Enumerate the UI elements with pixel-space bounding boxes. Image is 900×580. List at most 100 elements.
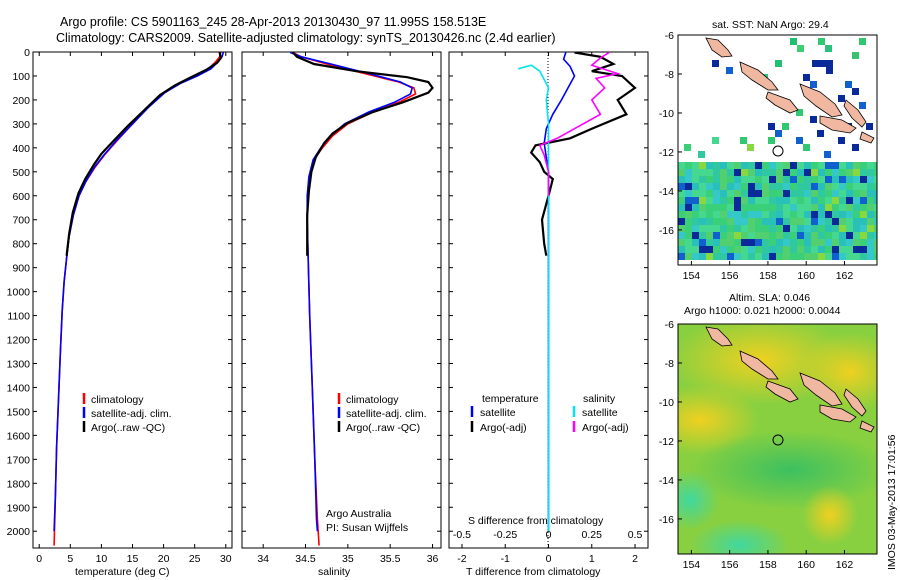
sst-cell — [797, 45, 804, 52]
figure-title-line2: Climatology: CARS2009. Satellite-adjuste… — [56, 31, 556, 45]
sst-cell — [776, 204, 783, 211]
sst-cell — [818, 169, 825, 176]
sst-cell — [748, 162, 755, 169]
sst-cell — [874, 204, 877, 211]
sst-cell — [755, 162, 762, 169]
sst-cell — [832, 183, 839, 190]
sst-cell — [846, 253, 853, 260]
sst-cell — [678, 232, 685, 239]
sst-cell — [860, 176, 867, 183]
y-tick-label: -14 — [659, 186, 674, 198]
sst-cell — [853, 232, 860, 239]
sst-cell — [776, 246, 783, 253]
y-tick-label: 500 — [12, 167, 30, 179]
difference-plot — [517, 52, 637, 532]
sst-cell — [734, 204, 741, 211]
sst-cell — [867, 225, 874, 232]
sst-cell — [839, 239, 846, 246]
sst-cell — [832, 225, 839, 232]
sst-cell — [706, 253, 713, 260]
x-tick-label: 154 — [683, 270, 701, 282]
sst-cell — [853, 239, 860, 246]
x-tick-label: 35 — [342, 553, 354, 565]
y-tick-label: -6 — [665, 319, 674, 331]
sst-cell — [755, 246, 762, 253]
sst-cell — [713, 204, 720, 211]
sst-cell — [699, 232, 706, 239]
sst-cell — [713, 190, 720, 197]
sst-cell — [783, 225, 790, 232]
sst-cell — [741, 204, 748, 211]
legend-sal-sat-label: satellite — [582, 407, 618, 419]
sst-cell — [720, 232, 727, 239]
sst-cell — [685, 197, 692, 204]
sst-cell — [692, 162, 699, 169]
sst-cell — [762, 246, 769, 253]
y-tick-label: 1000 — [7, 287, 31, 299]
sst-cell — [699, 204, 706, 211]
sst-cell — [706, 239, 713, 246]
sst-cell — [867, 190, 874, 197]
sst-cell — [811, 169, 818, 176]
sst-map — [678, 35, 877, 265]
sst-cell — [825, 218, 832, 225]
sst-cell — [741, 253, 748, 260]
legend-clim-label: climatology — [346, 394, 399, 406]
sst-cell — [713, 232, 720, 239]
sst-cell — [720, 169, 727, 176]
sst-cell — [846, 162, 853, 169]
sst-cell — [727, 211, 734, 218]
sst-cell — [713, 197, 720, 204]
sst-cell — [755, 253, 762, 260]
sst-cell — [853, 211, 860, 218]
sst-cell — [727, 218, 734, 225]
sst-cell — [747, 144, 754, 151]
sst-cell — [846, 183, 853, 190]
x-tick-label: 158 — [759, 559, 777, 571]
sst-cell — [846, 225, 853, 232]
series-line-salinity-satellite — [517, 64, 550, 532]
top-x-tick-label: 0.5 — [628, 529, 643, 541]
sst-cell — [839, 176, 846, 183]
x-tick-label: 2 — [632, 553, 638, 565]
sst-cell — [720, 239, 727, 246]
y-tick-label: 0 — [24, 47, 30, 59]
land-masses — [705, 37, 875, 144]
sst-cell — [755, 218, 762, 225]
sst-cell — [776, 176, 783, 183]
sst-cell — [790, 190, 797, 197]
sst-cell — [790, 232, 797, 239]
sst-cell — [846, 232, 853, 239]
sst-cell — [734, 162, 741, 169]
sst-cell — [783, 204, 790, 211]
sst-cell — [678, 225, 685, 232]
sst-cell — [860, 218, 867, 225]
sst-cell — [726, 67, 733, 74]
sst-cell — [713, 246, 720, 253]
sst-cell — [748, 232, 755, 239]
sst-cell — [678, 211, 685, 218]
sst-cell — [713, 211, 720, 218]
sst-cell — [860, 190, 867, 197]
sst-cell — [825, 204, 832, 211]
sst-cell — [867, 183, 874, 190]
sst-cell — [811, 218, 818, 225]
sst-cell — [832, 253, 839, 260]
sst-cell — [797, 225, 804, 232]
sst-cell — [853, 162, 860, 169]
x-tick-label: 0 — [36, 553, 42, 565]
sst-cell — [755, 211, 762, 218]
sst-cell — [811, 204, 818, 211]
sst-cell — [790, 38, 797, 45]
sst-cell — [832, 218, 839, 225]
y-tick-label: 900 — [12, 263, 30, 275]
sst-cell — [797, 232, 804, 239]
sst-cell — [706, 197, 713, 204]
sst-cell — [818, 197, 825, 204]
sst-cell — [762, 197, 769, 204]
x-tick-label: 20 — [158, 553, 170, 565]
sst-cell — [860, 253, 867, 260]
sst-cell — [852, 52, 859, 59]
sst-cell — [699, 253, 706, 260]
sst-cell — [699, 190, 706, 197]
